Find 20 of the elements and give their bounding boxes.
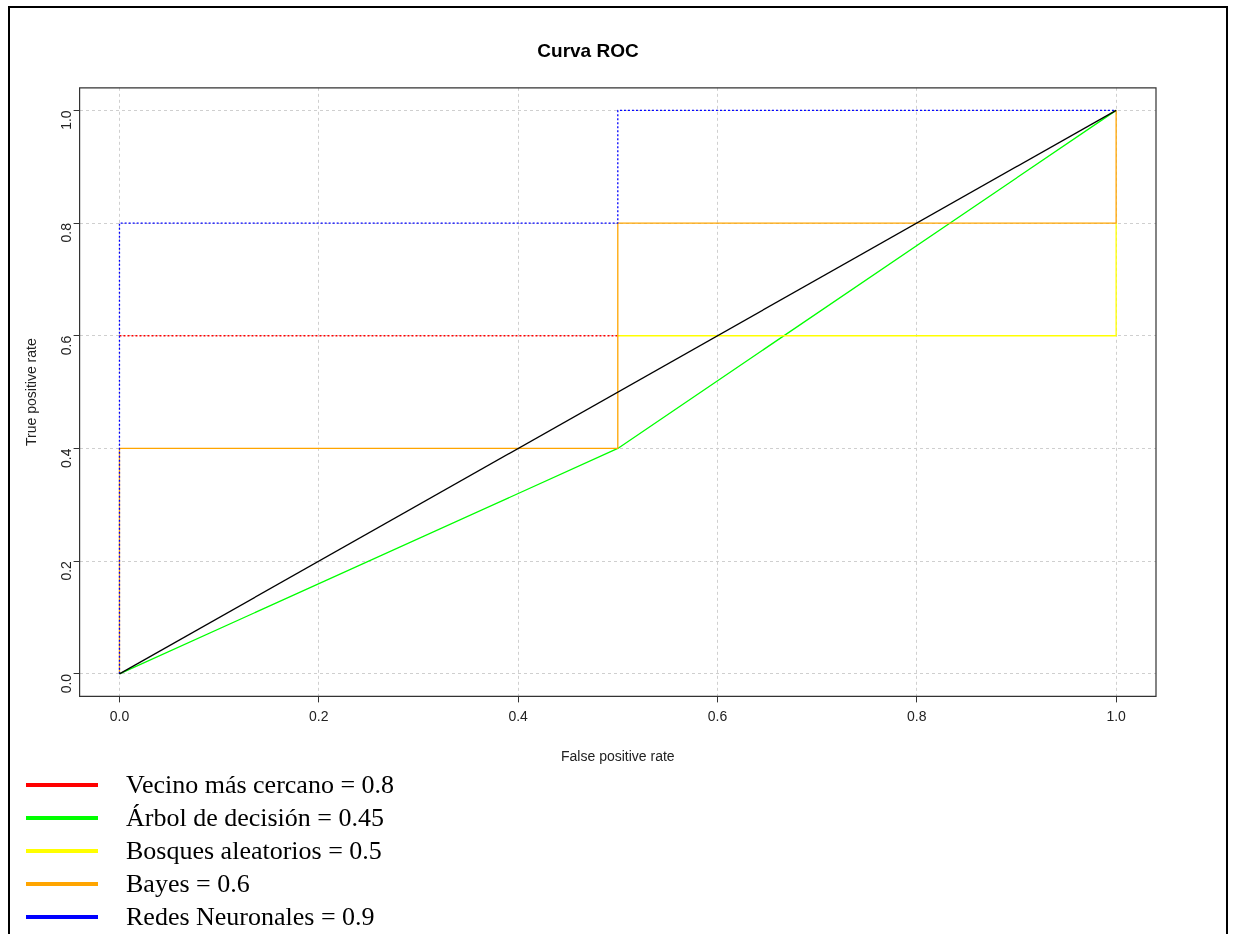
legend-label: Redes Neuronales = 0.9 <box>126 901 375 933</box>
y-tick-label: 0.2 <box>58 560 75 581</box>
x-axis-title: False positive rate <box>561 748 675 765</box>
chart-title: Curva ROC <box>537 39 639 61</box>
y-tick-label: 0.4 <box>58 448 75 468</box>
x-tick-label: 0.8 <box>907 707 927 724</box>
y-tick-label: 1.0 <box>58 110 75 130</box>
legend-label: Bayes = 0.6 <box>126 868 250 900</box>
y-tick-label: 0.6 <box>58 335 75 356</box>
x-tick-label: 0.4 <box>508 707 529 724</box>
x-tick-label: 0.0 <box>109 707 130 724</box>
y-tick-label: 0.8 <box>58 222 75 243</box>
x-tick-label: 0.2 <box>309 707 329 724</box>
legend-label: Vecino más cercano = 0.8 <box>126 769 395 801</box>
y-tick-label: 0.0 <box>58 673 75 694</box>
x-tick-label: 1.0 <box>1106 707 1127 724</box>
legend-label: Bosques aleatorios = 0.5 <box>126 835 382 867</box>
legend-label: Árbol de decisión = 0.45 <box>126 802 385 834</box>
x-tick-label: 0.6 <box>707 707 728 724</box>
y-axis-title: True positive rate <box>23 338 40 446</box>
